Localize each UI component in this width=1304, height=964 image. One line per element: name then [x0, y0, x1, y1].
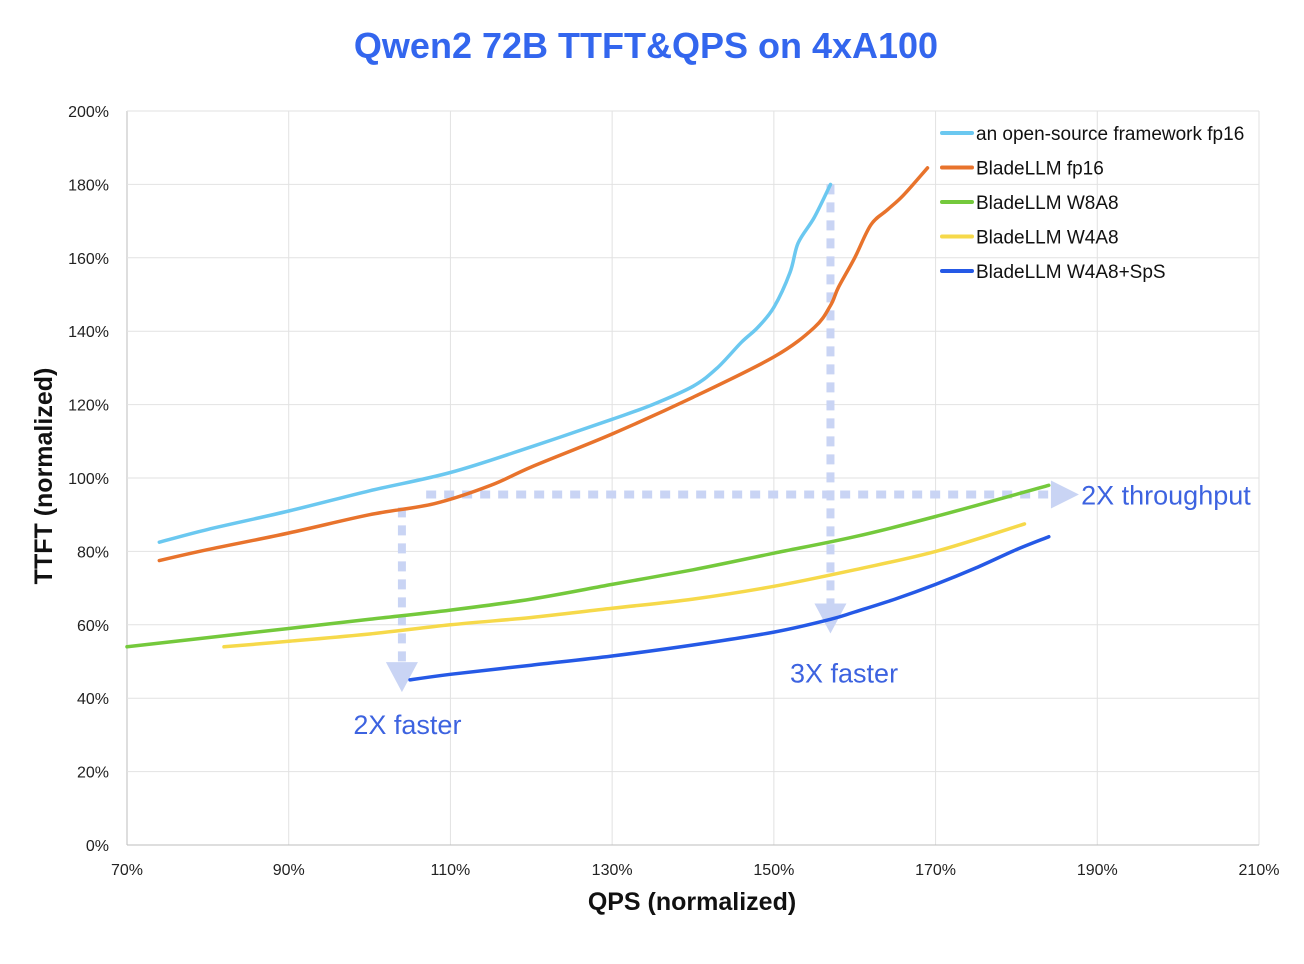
annotation-label: 2X throughput	[1081, 481, 1251, 511]
legend-item: BladeLLM W4A8	[940, 228, 1119, 249]
legend-label: BladeLLM W8A8	[976, 193, 1119, 214]
x-tick-label: 150%	[753, 862, 794, 879]
legend-item: BladeLLM W8A8	[940, 193, 1119, 214]
x-tick-label: 90%	[273, 862, 305, 879]
vertical-arrow-guide	[385, 507, 418, 693]
vertical-arrow-guide	[814, 184, 847, 634]
legend-item: BladeLLM W4A8+SpS	[940, 262, 1166, 283]
annotation-label: 2X faster	[353, 710, 461, 740]
x-tick-label: 130%	[592, 862, 633, 879]
series-line-4	[408, 534, 1051, 682]
guide-arrowhead	[1050, 480, 1079, 509]
x-tick-label: 70%	[111, 862, 143, 879]
y-tick-label: 60%	[77, 618, 109, 635]
y-tick-label: 200%	[68, 104, 109, 121]
y-tick-label: 180%	[68, 177, 109, 194]
y-tick-label: 160%	[68, 251, 109, 268]
legend-item: BladeLLM fp16	[940, 159, 1104, 180]
y-tick-label: 100%	[68, 471, 109, 488]
legend-label: BladeLLM W4A8+SpS	[976, 262, 1166, 283]
annotations: 2X throughput 3X faster 2X faster	[353, 481, 1251, 740]
legend: an open-source framework fp16 BladeLLM fp…	[940, 124, 1244, 283]
y-tick-label: 0%	[86, 838, 109, 855]
legend-label: BladeLLM fp16	[976, 159, 1104, 180]
y-tick-label: 140%	[68, 324, 109, 341]
y-axis-title: TTFT (normalized)	[30, 368, 58, 585]
y-tick-label: 40%	[77, 691, 109, 708]
chart-title: Qwen2 72B TTFT&QPS on 4xA100	[354, 25, 938, 66]
guide-arrowhead	[385, 662, 418, 693]
horizontal-arrow-guide	[426, 480, 1079, 509]
series-line-2	[125, 483, 1051, 649]
annotation-label: 3X faster	[790, 659, 898, 689]
x-tick-label: 110%	[431, 862, 471, 879]
y-tick-label: 20%	[77, 765, 109, 782]
x-tick-label: 190%	[1077, 862, 1118, 879]
series-line-3	[222, 522, 1027, 649]
series-line-0	[157, 182, 833, 544]
y-tick-label: 120%	[68, 398, 109, 415]
grid-lines	[126, 110, 1260, 846]
legend-label: BladeLLM W4A8	[976, 228, 1119, 249]
series-line-1	[157, 166, 930, 563]
x-tick-label: 210%	[1239, 862, 1280, 879]
legend-label: an open-source framework fp16	[976, 124, 1244, 145]
y-tick-label: 80%	[77, 544, 109, 561]
guide-arrows	[385, 184, 1079, 693]
legend-item: an open-source framework fp16	[940, 124, 1244, 145]
series-lines	[125, 166, 1051, 682]
x-tick-label: 170%	[915, 862, 956, 879]
tick-labels: 70% 90% 110% 130% 150% 170% 190% 210% 0% 20% 40% 60…	[68, 104, 1279, 879]
x-axis-title: QPS (normalized)	[588, 888, 796, 916]
